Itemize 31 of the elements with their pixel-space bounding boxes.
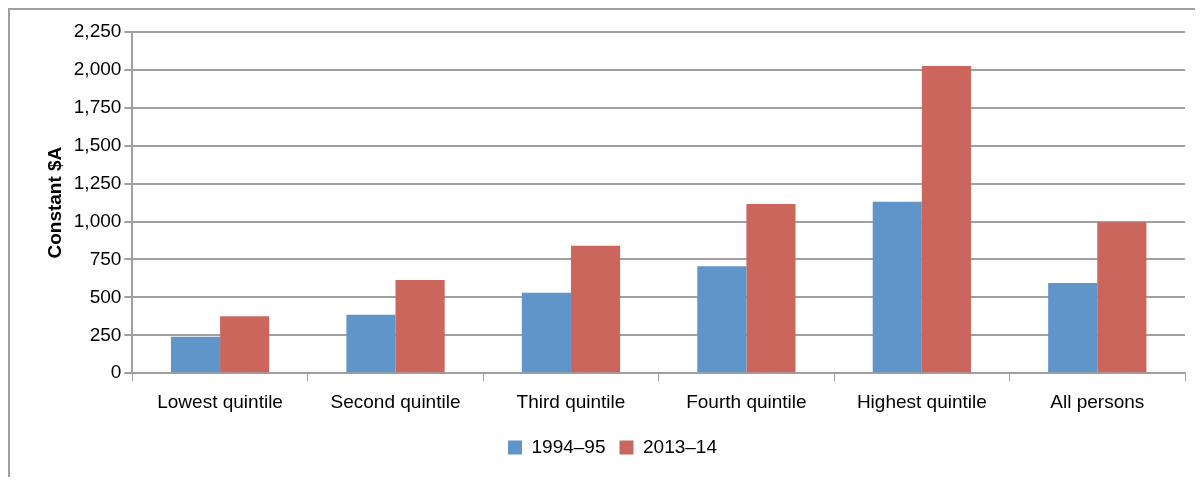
bar (170, 336, 221, 373)
y-tick-label: 250 (89, 323, 122, 345)
y-tick-label: 2,250 (73, 20, 122, 42)
bar (395, 279, 445, 373)
y-tick-label: 1,000 (73, 209, 122, 231)
x-tick-label: Lowest quintile (157, 390, 283, 412)
bar (746, 204, 796, 373)
x-tick-label: Fourth quintile (686, 390, 807, 412)
y-axis-title: Constant $A (43, 146, 65, 259)
y-tick-label: 2,000 (73, 58, 122, 80)
bar (1097, 222, 1147, 373)
y-tick-label: 500 (89, 285, 122, 307)
bar (521, 292, 571, 373)
bar (697, 266, 747, 373)
bar (220, 316, 270, 373)
bar (1048, 282, 1098, 373)
y-tick-label: 0 (110, 361, 122, 383)
bar (872, 201, 922, 373)
x-tick-label: Highest quintile (856, 390, 987, 412)
bar (570, 245, 621, 373)
y-tick-label: 750 (89, 247, 122, 269)
legend-label: 2013–14 (643, 435, 718, 457)
x-tick-label: Third quintile (516, 390, 626, 412)
bar (921, 66, 971, 373)
y-tick-label: 1,250 (73, 171, 122, 193)
y-tick-label: 1,750 (73, 96, 122, 118)
x-tick-label: All persons (1050, 390, 1145, 412)
bar (346, 314, 396, 373)
legend-label: 1994–95 (531, 435, 606, 457)
x-tick-label: Second quintile (330, 390, 461, 412)
y-tick-label: 1,500 (73, 133, 122, 155)
